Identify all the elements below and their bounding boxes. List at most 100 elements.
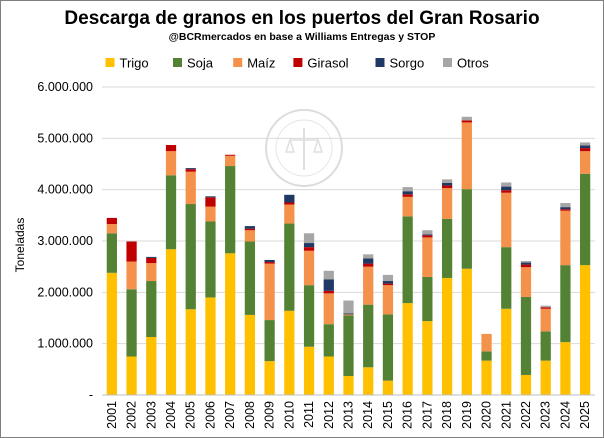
bar-segment-girasol — [185, 169, 196, 172]
bar-segment-otros — [520, 261, 532, 263]
bar-segment-sorgo — [185, 168, 196, 170]
bar-segment-trigo — [382, 380, 394, 395]
x-tick-label: 2009 — [263, 401, 277, 429]
bar-segment-otros — [422, 230, 433, 235]
bar-segment-trigo — [441, 277, 453, 395]
bar-segment-soja — [560, 265, 571, 343]
bar-segment-soja — [264, 320, 275, 362]
bar-segment-maíz — [481, 333, 492, 352]
x-tick-label: 2024 — [558, 401, 572, 429]
bar-segment-sorgo — [303, 243, 315, 248]
x-tick-label: 2017 — [420, 401, 434, 429]
bar-segment-girasol — [264, 262, 275, 264]
bars — [106, 116, 591, 395]
bar-segment-soja — [323, 324, 334, 357]
bar-segment-girasol — [323, 290, 334, 294]
bar-segment-soja — [501, 247, 512, 309]
bar-segment-sorgo — [146, 256, 157, 258]
bar-segment-soja — [363, 304, 374, 368]
bar-segment-otros — [580, 142, 591, 146]
bar-segment-girasol — [501, 190, 512, 193]
bar-segment-soja — [185, 204, 196, 310]
bar-segment-maíz — [185, 171, 196, 205]
x-tick-label: 2022 — [519, 401, 533, 429]
bar-segment-sorgo — [382, 281, 394, 284]
bar-segment-otros — [382, 274, 394, 282]
legend-label-maíz: Maíz — [247, 56, 275, 71]
bar-segment-girasol — [363, 263, 374, 267]
x-tick-label: 2006 — [203, 401, 217, 429]
bar-segment-sorgo — [580, 145, 591, 149]
bar-segment-maíz — [126, 261, 137, 290]
bar-segment-trigo — [540, 360, 551, 395]
bar-segment-sorgo — [343, 313, 354, 315]
bar-segment-sorgo — [205, 196, 216, 198]
y-axis-ticks: - 1.000.000 2.000.000 3.000.000 4.000.000 5.0… — [37, 80, 93, 402]
bar-segment-girasol — [106, 217, 117, 225]
legend-label-otros: Otros — [457, 56, 489, 71]
bar-segment-trigo — [343, 376, 354, 395]
bar-segment-soja — [146, 281, 157, 337]
bar-segment-girasol — [382, 283, 394, 286]
x-tick-label: 2019 — [460, 401, 474, 429]
bar-segment-soja — [441, 218, 453, 278]
bar-segment-trigo — [244, 314, 256, 395]
legend-swatch-trigo — [105, 58, 115, 67]
bar-segment-girasol — [540, 307, 551, 309]
bar-segment-girasol — [402, 194, 413, 197]
legend-swatch-sorgo — [375, 58, 385, 67]
bar-segment-otros — [363, 254, 374, 259]
bar-segment-maíz — [441, 188, 453, 219]
x-tick-label: 2012 — [322, 401, 336, 429]
x-tick-label: 2015 — [381, 401, 395, 429]
bar-segment-trigo — [165, 249, 177, 395]
chart-title: Descarga de granos en los puertos del Gr… — [64, 8, 539, 29]
bar-segment-soja — [540, 331, 551, 361]
bar-segment-soja — [422, 276, 433, 322]
bar-segment-soja — [126, 289, 137, 357]
x-tick-label: 2013 — [342, 401, 356, 429]
x-tick-label: 2025 — [578, 401, 592, 429]
y-tick-label: 6.000.000 — [37, 80, 93, 94]
bar-segment-trigo — [146, 336, 157, 395]
bar-segment-girasol — [284, 202, 295, 205]
y-tick-label: - — [89, 388, 93, 402]
x-tick-label: 2023 — [539, 401, 553, 429]
bar-segment-sorgo — [264, 259, 275, 263]
bar-segment-maíz — [264, 263, 275, 321]
y-tick-label: 1.000.000 — [37, 337, 93, 351]
bar-segment-sorgo — [560, 207, 571, 210]
bar-segment-maíz — [540, 308, 551, 332]
bar-segment-sorgo — [284, 194, 295, 203]
legend-label-soja: Soja — [187, 56, 214, 71]
bar-segment-maíz — [205, 206, 216, 222]
bar-segment-trigo — [323, 356, 334, 395]
bar-segment-maíz — [580, 151, 591, 174]
chart-subtitle: @BCRmercados en base a Williams Entregas… — [169, 31, 436, 43]
x-tick-label: 2005 — [184, 401, 198, 429]
bar-segment-maíz — [560, 210, 571, 266]
bar-segment-otros — [560, 203, 571, 208]
bar-segment-soja — [382, 314, 394, 381]
bar-segment-girasol — [303, 247, 315, 251]
bar-segment-otros — [441, 179, 453, 183]
bar-segment-otros — [540, 305, 551, 308]
bar-segment-maíz — [303, 250, 315, 286]
x-tick-label: 2021 — [499, 401, 513, 429]
bar-segment-girasol — [520, 264, 532, 268]
bar-segment-trigo — [422, 321, 433, 395]
bar-segment-maíz — [244, 230, 256, 242]
bar-segment-soja — [225, 166, 236, 254]
x-tick-label: 2020 — [480, 401, 494, 429]
bar-segment-sorgo — [363, 258, 374, 264]
bar-segment-maíz — [402, 196, 413, 217]
bar-segment-maíz — [284, 204, 295, 224]
bar-segment-sorgo — [501, 186, 512, 191]
x-tick-label: 2016 — [401, 401, 415, 429]
bar-segment-girasol — [422, 235, 433, 238]
legend-swatch-soja — [173, 58, 182, 67]
bar-segment-sorgo — [244, 226, 256, 229]
bar-segment-trigo — [580, 265, 591, 395]
bar-segment-girasol — [580, 148, 591, 152]
